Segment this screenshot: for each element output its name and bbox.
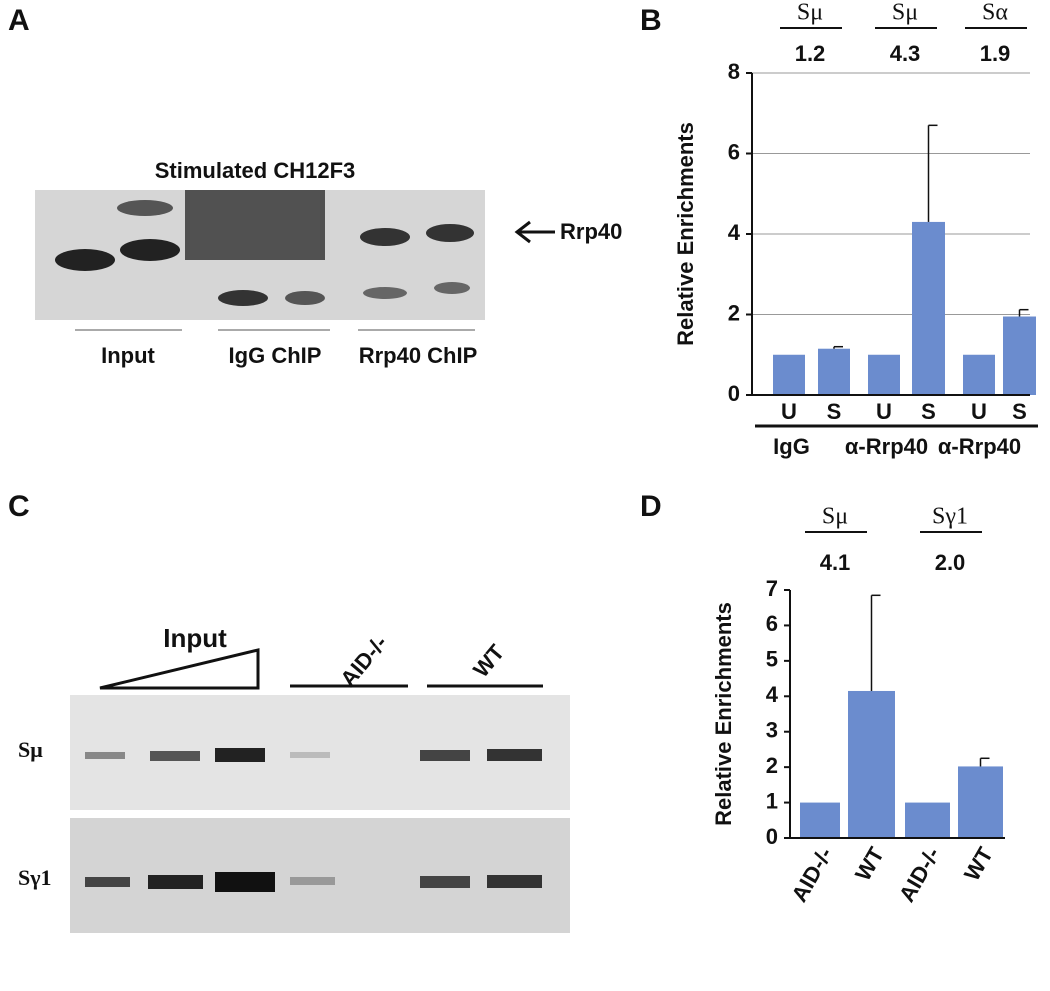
gel-c bbox=[70, 695, 570, 933]
bar bbox=[958, 766, 1003, 838]
bar bbox=[868, 354, 900, 395]
annotation-region: Sμ bbox=[797, 0, 823, 26]
y-tick-label: 6 bbox=[766, 611, 778, 636]
annotation-region: Sα bbox=[982, 0, 1008, 26]
bar bbox=[905, 802, 950, 838]
lane-label: Input bbox=[101, 343, 155, 368]
row-label: Sμ bbox=[18, 737, 43, 762]
bar bbox=[818, 348, 850, 395]
group-label: WT bbox=[468, 639, 509, 682]
y-tick-label: 4 bbox=[766, 682, 779, 707]
y-axis-label: Relative Enrichments bbox=[711, 602, 736, 826]
arrow-head bbox=[514, 220, 531, 244]
group-label: AID-/- bbox=[335, 630, 392, 691]
annotation-region: Sγ1 bbox=[932, 504, 968, 530]
y-tick-label: 6 bbox=[728, 139, 740, 164]
y-tick-label: 8 bbox=[728, 59, 740, 84]
x-tick-label: WT bbox=[959, 842, 998, 885]
group-label: α-Rrp40 bbox=[938, 434, 1021, 459]
lane-label: IgG ChIP bbox=[229, 343, 322, 368]
ramp-label: Input bbox=[163, 623, 227, 653]
y-tick-label: 4 bbox=[728, 220, 741, 245]
bar bbox=[800, 802, 840, 838]
arrow-label: Rrp40 bbox=[560, 219, 622, 244]
y-tick-label: 5 bbox=[766, 647, 778, 672]
bar bbox=[912, 221, 945, 395]
gel-title: Stimulated CH12F3 bbox=[155, 158, 356, 183]
y-tick-label: 2 bbox=[728, 300, 740, 325]
y-tick-label: 3 bbox=[766, 718, 778, 743]
x-tick-label: U bbox=[781, 399, 797, 424]
group-label: α-Rrp40 bbox=[845, 434, 928, 459]
bar bbox=[848, 690, 895, 838]
x-tick-label: AID-/- bbox=[894, 843, 945, 906]
x-tick-label: U bbox=[971, 399, 987, 424]
annotation-region: Sμ bbox=[892, 0, 918, 26]
x-tick-label: U bbox=[876, 399, 892, 424]
y-tick-label: 0 bbox=[728, 381, 740, 406]
gel-a bbox=[35, 190, 485, 320]
x-tick-label: WT bbox=[850, 842, 889, 885]
y-axis-label: Relative Enrichments bbox=[673, 122, 698, 346]
bar bbox=[773, 354, 805, 395]
bar bbox=[963, 354, 995, 395]
row-label: Sγ1 bbox=[18, 865, 52, 890]
y-tick-label: 2 bbox=[766, 753, 778, 778]
annotation-ratio: 2.0 bbox=[935, 550, 966, 575]
y-tick-label: 1 bbox=[766, 788, 778, 813]
bar bbox=[1003, 316, 1036, 395]
x-tick-label: AID-/- bbox=[786, 843, 837, 906]
annotation-region: Sμ bbox=[822, 504, 848, 530]
lane-label: Rrp40 ChIP bbox=[359, 343, 478, 368]
panel-label: A bbox=[8, 4, 30, 37]
x-tick-label: S bbox=[921, 399, 936, 424]
panel-label: C bbox=[8, 490, 30, 523]
annotation-ratio: 4.1 bbox=[820, 550, 851, 575]
ramp bbox=[99, 648, 260, 690]
panel-label: D bbox=[640, 490, 662, 523]
group-label: IgG bbox=[773, 434, 810, 459]
panel-label: B bbox=[640, 4, 662, 37]
x-tick-label: S bbox=[1012, 399, 1027, 424]
annotation-ratio: 1.9 bbox=[980, 41, 1011, 66]
y-tick-label: 0 bbox=[766, 824, 778, 849]
annotation-ratio: 1.2 bbox=[795, 41, 826, 66]
x-tick-label: S bbox=[827, 399, 842, 424]
y-tick-label: 7 bbox=[766, 576, 778, 601]
annotation-ratio: 4.3 bbox=[890, 41, 921, 66]
